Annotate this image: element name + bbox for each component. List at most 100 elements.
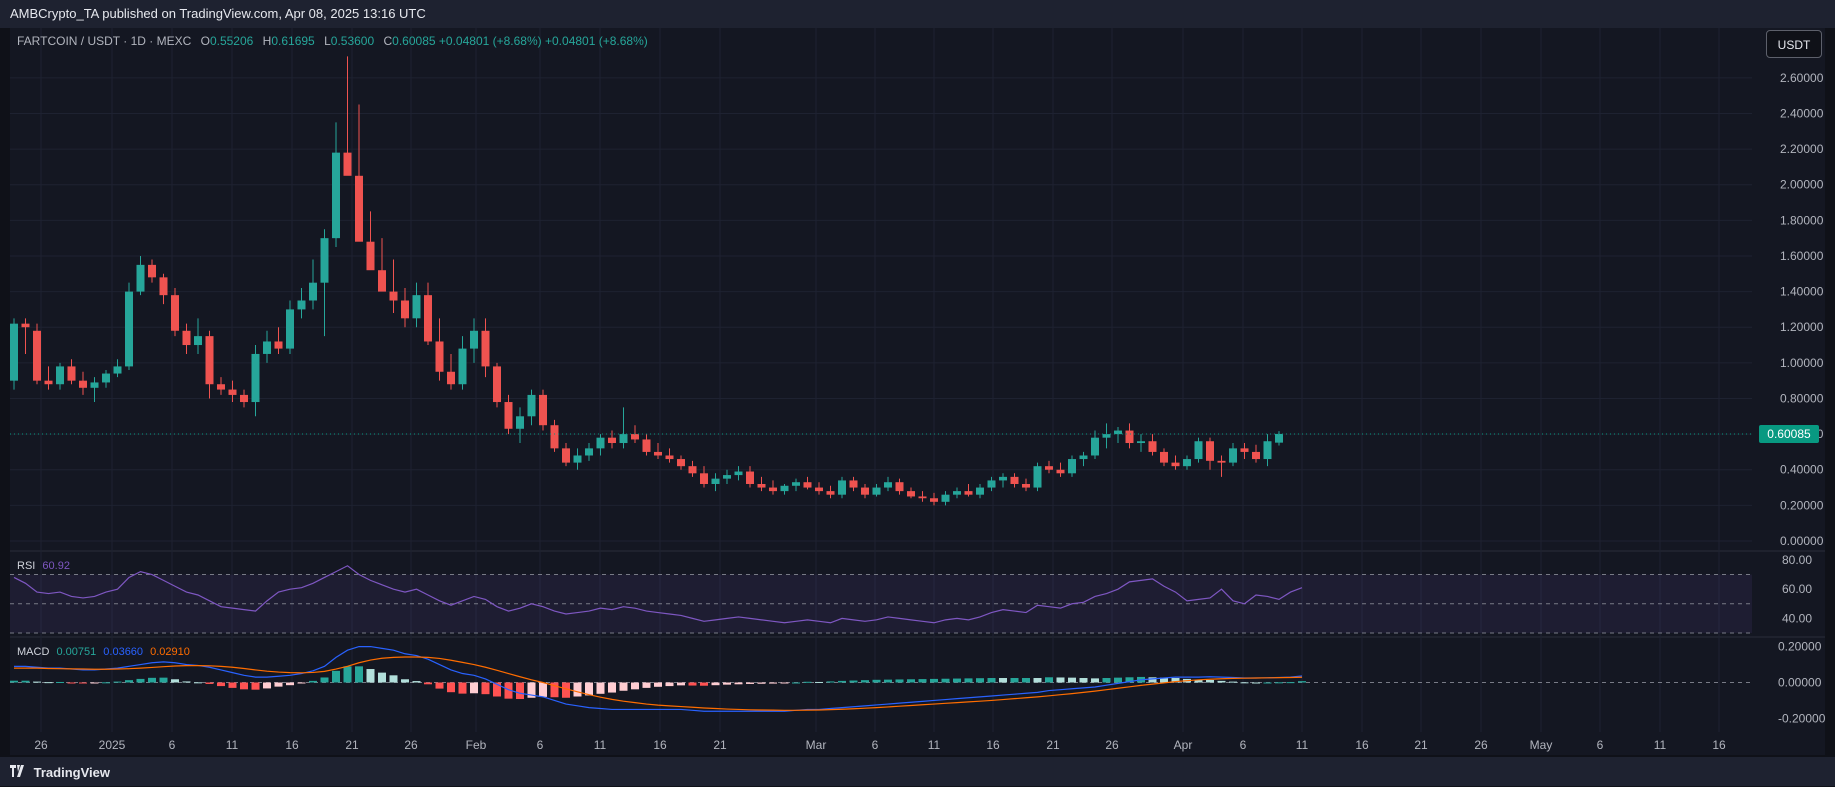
candle-body xyxy=(527,394,536,417)
y-tick-label: 1.60000 xyxy=(1780,249,1824,263)
candle-body xyxy=(665,455,674,460)
rsi-label: RSI xyxy=(17,560,36,572)
macd-hist-bar xyxy=(562,682,570,698)
macd-hist-bar xyxy=(941,678,950,683)
macd-hist-bar xyxy=(1160,677,1168,683)
rsi-legend[interactable]: RSI 60.92 xyxy=(17,560,70,572)
macd-hist-bar xyxy=(309,680,317,683)
x-tick-label: 6 xyxy=(169,738,176,752)
close-label: C xyxy=(383,34,393,48)
macd-hist-bar xyxy=(1229,681,1237,683)
macd-hist-bar xyxy=(1114,677,1122,683)
macd-hist-bar xyxy=(746,682,754,684)
x-tick-label: 16 xyxy=(1355,738,1369,752)
macd-hist-bar xyxy=(1068,677,1076,683)
macd-hist-bar xyxy=(803,681,812,683)
macd-hist-bar xyxy=(378,672,386,683)
candle-body xyxy=(182,330,191,346)
macd-hist-bar xyxy=(1240,682,1249,684)
x-tick-label: 11 xyxy=(1296,738,1309,752)
macd-hist-bar xyxy=(1194,679,1203,683)
macd-tick-label: 0.20000 xyxy=(1778,640,1822,654)
candle-body xyxy=(1160,451,1168,463)
macd-hist-bar xyxy=(872,679,881,683)
macd-hist-bar xyxy=(79,682,87,684)
x-tick-label: 21 xyxy=(713,738,727,752)
macd-hist-bar xyxy=(194,682,202,684)
macd-hist-bar xyxy=(102,682,110,684)
macd-hist-bar xyxy=(527,682,536,698)
macd-hist-bar xyxy=(1022,678,1030,683)
candle-body xyxy=(1217,460,1226,463)
x-tick-label: 16 xyxy=(986,738,1000,752)
macd-hist-bar xyxy=(297,682,306,684)
macd-hist-bar xyxy=(769,682,777,684)
macd-hist-bar xyxy=(159,677,168,683)
macd-hist-bar xyxy=(964,678,973,683)
candle-body xyxy=(401,300,409,319)
macd-hist-bar xyxy=(44,682,53,684)
rsi-tick-label: 40.00 xyxy=(1782,611,1812,625)
y-tick-label: 2.00000 xyxy=(1780,178,1824,192)
candle-body xyxy=(1240,448,1249,452)
macd-hist-bar xyxy=(516,682,524,700)
candle-body xyxy=(550,425,559,449)
rsi-pane: 80.00 60.00 40.00 xyxy=(10,553,1812,634)
macd-hist-bar xyxy=(826,681,835,683)
candle-body xyxy=(33,330,41,381)
candle-body xyxy=(1148,441,1157,452)
x-tick-label: 6 xyxy=(537,738,544,752)
x-tick-label: 26 xyxy=(404,738,418,752)
candle-body xyxy=(228,389,237,395)
x-tick-label: 11 xyxy=(226,738,239,752)
macd-hist-bar xyxy=(90,682,99,684)
candle-body xyxy=(1091,437,1099,456)
candle-body xyxy=(907,491,915,497)
macd-legend[interactable]: MACD 0.00751 0.03660 0.02910 xyxy=(17,646,190,658)
candle-body xyxy=(1056,469,1065,474)
macd-hist-bar xyxy=(550,682,559,698)
candle-body xyxy=(872,487,881,495)
candle-body xyxy=(999,476,1007,481)
macd-hist-bar xyxy=(585,682,593,696)
macd-hist-bar xyxy=(1102,678,1111,683)
high-label: H xyxy=(262,34,272,48)
candle-body xyxy=(470,330,478,349)
candle-body xyxy=(1275,433,1283,443)
candle-body xyxy=(987,480,996,488)
currency-button[interactable]: USDT xyxy=(1766,30,1822,58)
candle-body xyxy=(757,483,766,488)
y-tick-label: 0.20000 xyxy=(1780,498,1824,512)
macd-hist-bar xyxy=(182,681,191,683)
y-tick-label: 0.80000 xyxy=(1780,391,1824,405)
candle-body xyxy=(148,264,156,278)
macd-tick-label: -0.20000 xyxy=(1778,711,1826,725)
macd-hist-bar xyxy=(642,682,651,688)
macd-hist-bar xyxy=(930,678,938,683)
macd-hist-bar xyxy=(320,677,329,683)
candle-body xyxy=(1114,430,1122,435)
macd-hist-bar xyxy=(401,679,409,683)
candle-body xyxy=(251,353,260,403)
candle-body xyxy=(67,366,76,381)
macd-hist-bar xyxy=(1263,682,1272,684)
candle-body xyxy=(815,487,823,492)
macd-hist-bar xyxy=(999,678,1007,683)
candle-body xyxy=(1022,483,1030,488)
macd-hist-bar xyxy=(1010,678,1019,683)
candle-body xyxy=(654,451,662,456)
macd-hist-bar xyxy=(711,682,720,686)
candle-body xyxy=(1206,441,1214,461)
macd-hist-bar xyxy=(619,682,628,691)
symbol-label[interactable]: FARTCOIN / USDT · 1D · MEXC xyxy=(17,34,192,48)
candle-body xyxy=(964,491,973,495)
candle-body xyxy=(263,341,271,354)
candle-body xyxy=(1194,441,1203,460)
candle-body xyxy=(366,241,375,271)
macd-hist-bar xyxy=(1033,678,1042,683)
candle-body xyxy=(792,482,800,486)
macd-hist-bar xyxy=(539,682,547,697)
candle-body xyxy=(1102,434,1111,438)
x-tick-label: Mar xyxy=(806,738,827,752)
